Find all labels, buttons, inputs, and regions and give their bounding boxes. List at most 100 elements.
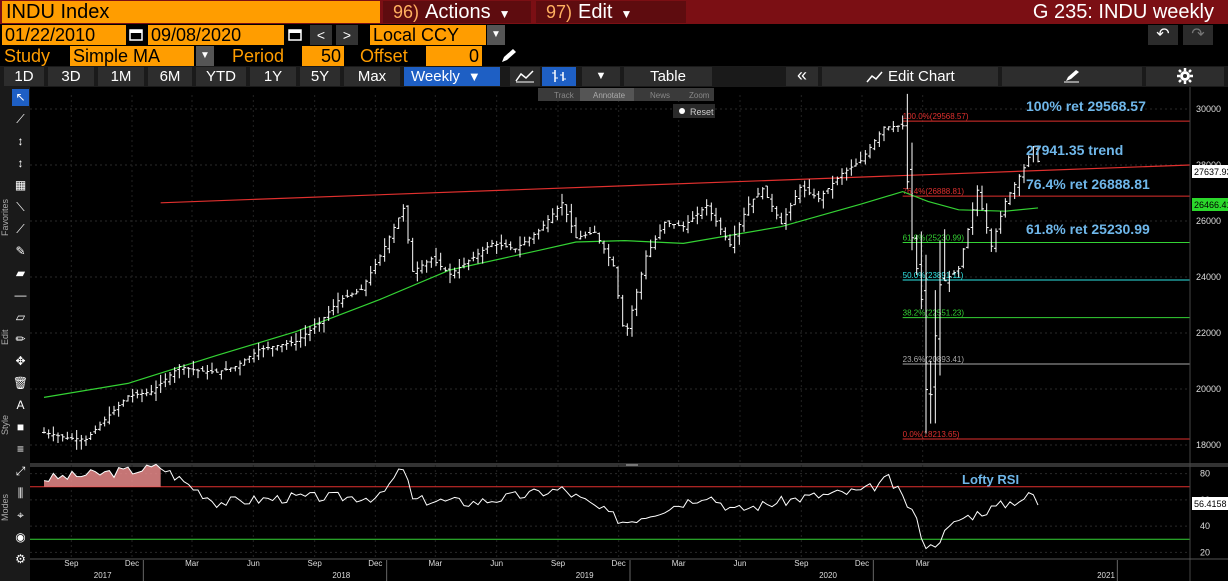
month-tick-label: Dec	[125, 559, 139, 568]
last-price-tag: 27637.93	[1192, 165, 1228, 178]
fill-color-icon[interactable]: ■	[16, 420, 25, 434]
measure-icon[interactable]: ⤢	[15, 464, 26, 478]
range-1y-button[interactable]: 1Y	[250, 67, 296, 86]
horizontal-line-icon[interactable]: —	[14, 288, 27, 302]
pencil-icon[interactable]: ✏	[15, 332, 26, 346]
caret-down-icon: ▼	[620, 7, 633, 21]
period-input[interactable]: 50	[302, 46, 344, 66]
annotate-pen-button[interactable]	[1002, 67, 1142, 86]
currency-dropdown-icon[interactable]: ▼	[487, 25, 505, 45]
track-mode-button[interactable]: Track	[554, 91, 575, 100]
fibonacci-retracement[interactable]: 100.0%(29568.57) 76.4%(26888.81) 61.8%(252…	[902, 112, 1190, 440]
pen-icon[interactable]: ✎	[15, 244, 26, 258]
crosshair-icon[interactable]: ⌖	[17, 508, 24, 522]
line-weight-icon[interactable]: ≡	[16, 442, 24, 456]
ray-icon[interactable]: ⟋	[16, 222, 25, 236]
range-1m-button[interactable]: 1M	[98, 67, 144, 86]
price-chart[interactable]: 100.0%(29568.57) 76.4%(26888.81) 61.8%(252…	[30, 87, 1228, 581]
month-tick-label: Sep	[64, 559, 79, 568]
rsi-tick-label: 40	[1200, 521, 1210, 531]
calendar-icon[interactable]	[129, 27, 143, 41]
trend-line[interactable]	[160, 164, 1191, 204]
fib-square-icon[interactable]: ▦	[14, 178, 27, 192]
line-chart-icon[interactable]	[510, 67, 540, 86]
layers-icon[interactable]: ◉	[15, 530, 26, 544]
end-date-input[interactable]: 09/08/2020	[148, 25, 284, 45]
reset-button[interactable]: Reset	[690, 107, 714, 117]
fib-up-icon[interactable]: ↕	[17, 134, 24, 148]
range-5y-button[interactable]: 5Y	[300, 67, 340, 86]
collapse-icon[interactable]: «	[786, 66, 818, 86]
offset-input[interactable]: 0	[426, 46, 482, 66]
month-tick-label: Mar	[916, 559, 930, 568]
retracement-icon[interactable]: ⟍	[16, 200, 25, 214]
ma-line	[43, 190, 1039, 398]
rsi-line	[43, 463, 1039, 550]
annotation-61-ret[interactable]: 61.8% ret 25230.99	[1026, 221, 1150, 237]
study-select[interactable]: Simple MA	[70, 46, 194, 66]
fib-level-label: 38.2%(22551.23)	[903, 309, 965, 318]
settings-button[interactable]	[1146, 67, 1224, 86]
month-tick-label: Sep	[308, 559, 323, 568]
news-mode-button[interactable]: News	[650, 91, 670, 100]
range-ytd-button[interactable]: YTD	[196, 67, 246, 86]
annotation-76-ret[interactable]: 76.4% ret 26888.81	[1026, 176, 1150, 192]
start-date-input[interactable]: 01/22/2010	[2, 25, 126, 45]
move-icon[interactable]: ✥	[15, 354, 26, 368]
price-tick-label: 22000	[1196, 328, 1221, 338]
edit-menu-button[interactable]: 97) Edit ▼	[536, 1, 686, 23]
study-dropdown-icon[interactable]: ▼	[196, 46, 214, 66]
frequency-select[interactable]: Weekly ▼	[404, 67, 500, 86]
prev-period-button[interactable]: <	[310, 25, 332, 45]
text-tool-icon[interactable]: A	[16, 398, 25, 412]
ma-value-tag: 26466.41	[1192, 198, 1228, 211]
ticker-field[interactable]: INDU Index	[2, 1, 380, 23]
calendar-icon[interactable]	[288, 27, 302, 41]
edit-chart-icon	[866, 71, 883, 83]
year-tick-label: 2020	[819, 571, 837, 580]
month-tick-label: Dec	[368, 559, 382, 568]
annotate-mode-button[interactable]: Annotate	[593, 91, 626, 100]
next-period-button[interactable]: >	[336, 25, 358, 45]
channel-icon[interactable]: ▱	[15, 310, 26, 324]
currency-select[interactable]: Local CCY	[370, 25, 486, 45]
bar-chart-icon[interactable]	[542, 67, 576, 86]
rsi-tick-label: 80	[1200, 469, 1210, 479]
caret-down-icon: ▼	[498, 7, 511, 21]
pencil-icon[interactable]	[500, 48, 518, 64]
range-3d-button[interactable]: 3D	[48, 67, 94, 86]
period-label: Period	[232, 46, 285, 66]
annotation-100-ret[interactable]: 100% ret 29568.57	[1026, 98, 1146, 114]
range-6m-button[interactable]: 6M	[148, 67, 192, 86]
edit-chart-label: Edit Chart	[888, 68, 955, 85]
settings-icon[interactable]: ⚙	[15, 552, 26, 566]
month-tick-label: Jun	[490, 559, 503, 568]
line-tool-icon[interactable]: ⟋	[16, 112, 25, 126]
rsi-panel: 80604020	[30, 463, 1210, 557]
chart-type-dropdown-icon[interactable]: ▼	[582, 67, 620, 86]
svg-text:27637.93: 27637.93	[1194, 167, 1228, 177]
month-tick-label: Mar	[672, 559, 686, 568]
redo-icon[interactable]: ↷	[1183, 25, 1213, 45]
fib-down-icon[interactable]: ↕	[17, 156, 24, 170]
trash-icon[interactable]: 🗑	[12, 376, 29, 390]
drawing-toolbar: Favorites Edit Style Modes ↖ ⟋ ↕ ↕ ▦ ⟍ ⟋ ✎ ▰ — ▱ ✏ ✥…	[0, 87, 30, 581]
range-1d-button[interactable]: 1D	[4, 67, 44, 86]
zoom-mode-button[interactable]: Zoom	[689, 91, 710, 100]
fib-level-label: 76.4%(26888.81)	[903, 187, 965, 196]
style-section-label: Style	[0, 415, 10, 436]
edit-chart-button[interactable]: Edit Chart	[822, 67, 998, 86]
table-button[interactable]: Table	[624, 67, 712, 86]
cursor-icon[interactable]: ↖	[12, 89, 29, 106]
actions-menu-button[interactable]: 96) Actions ▼	[383, 1, 531, 23]
month-tick-label: Mar	[185, 559, 199, 568]
range-max-button[interactable]: Max	[344, 67, 400, 86]
fib-level-label: 100.0%(29568.57)	[903, 112, 969, 121]
annotation-trend[interactable]: 27941.35 trend	[1026, 142, 1123, 158]
study-label: Study	[4, 46, 51, 66]
brush-icon[interactable]: ▰	[15, 266, 26, 280]
actions-number: 96)	[393, 2, 420, 22]
undo-icon[interactable]: ↶	[1148, 25, 1178, 45]
candles-icon[interactable]: ⫼	[17, 486, 24, 500]
month-tick-label: Sep	[551, 559, 566, 568]
